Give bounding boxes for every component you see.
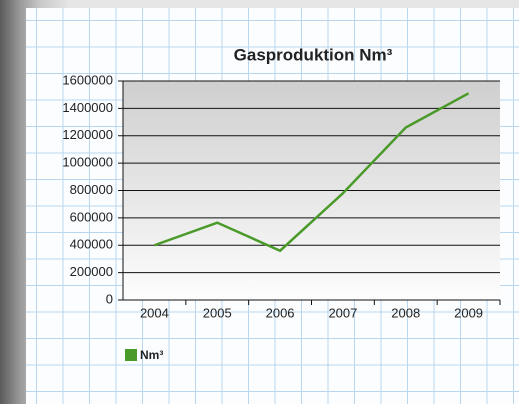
x-tick-label: 2006 xyxy=(266,305,295,320)
x-tick-label: 2004 xyxy=(140,305,169,320)
y-tick-label: 600000 xyxy=(70,209,113,224)
y-tick-label: 0 xyxy=(106,291,113,306)
x-tick-label: 2009 xyxy=(454,305,483,320)
y-tick-label: 200000 xyxy=(70,264,113,279)
chart: Gasproduktion Nm³ 0 200000 400000 600000 800… xyxy=(0,0,519,404)
x-tick-label: 2005 xyxy=(203,305,232,320)
y-tick-label: 1400000 xyxy=(62,100,113,115)
page: Gasproduktion Nm³ 0 200000 400000 600000 800… xyxy=(0,0,519,404)
chart-title: Gasproduktion Nm³ xyxy=(234,45,393,64)
y-tick-label: 400000 xyxy=(70,237,113,252)
x-tick-label: 2007 xyxy=(328,305,357,320)
legend-label: Nm³ xyxy=(140,348,163,362)
legend-swatch xyxy=(125,349,137,361)
y-tick-label: 1600000 xyxy=(62,72,113,87)
y-tick-label: 1200000 xyxy=(62,127,113,142)
y-tick-label: 800000 xyxy=(70,182,113,197)
x-tick-label: 2008 xyxy=(391,305,420,320)
y-tick-label: 1000000 xyxy=(62,155,113,170)
